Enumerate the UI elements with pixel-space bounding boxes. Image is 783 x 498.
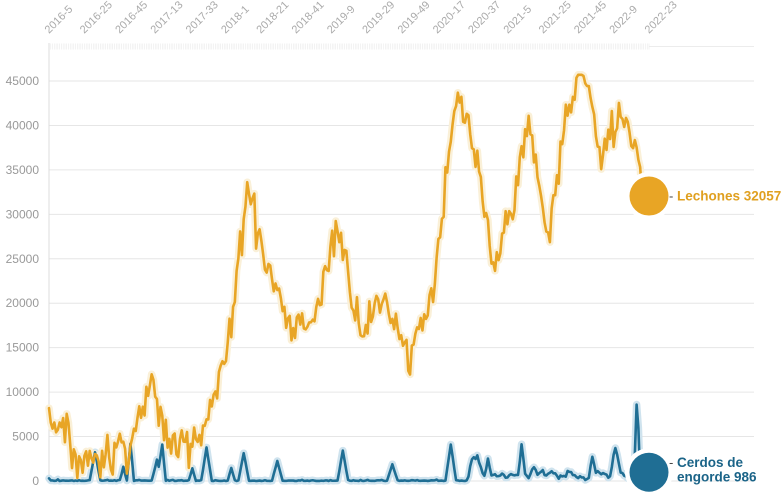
svg-text:2022-9: 2022-9 [607,3,640,36]
svg-text:2022-23: 2022-23 [643,0,680,36]
svg-text:-: - [669,455,673,470]
svg-text:30000: 30000 [6,207,40,221]
svg-text:2019-29: 2019-29 [360,0,397,36]
svg-text:2021-25: 2021-25 [537,0,574,36]
svg-text:2021-45: 2021-45 [572,0,609,36]
svg-text:25000: 25000 [6,252,40,266]
svg-text:10000: 10000 [6,385,40,399]
svg-text:15000: 15000 [6,341,40,355]
svg-text:Lechones 32057: Lechones 32057 [677,189,781,204]
svg-text:2016-5: 2016-5 [43,3,76,36]
svg-text:5000: 5000 [12,430,39,444]
svg-text:20000: 20000 [6,296,40,310]
svg-text:2020-37: 2020-37 [466,0,503,36]
svg-text:2017-13: 2017-13 [149,0,186,36]
svg-text:35000: 35000 [6,163,40,177]
svg-text:40000: 40000 [6,118,40,132]
svg-text:45000: 45000 [6,74,40,88]
svg-text:0: 0 [32,474,39,488]
svg-text:2016-25: 2016-25 [78,0,115,36]
svg-text:Cerdos de: Cerdos de [677,455,744,470]
svg-text:2018-21: 2018-21 [254,0,291,36]
svg-text:2019-49: 2019-49 [396,0,433,36]
svg-text:2021-5: 2021-5 [501,3,534,36]
svg-text:engorde 986: engorde 986 [677,470,757,485]
svg-text:2020-17: 2020-17 [431,0,468,36]
svg-text:2018-41: 2018-41 [290,0,327,36]
svg-text:2016-45: 2016-45 [113,0,150,36]
svg-text:2019-9: 2019-9 [325,3,358,36]
svg-text:2018-1: 2018-1 [219,3,252,36]
svg-text:-: - [669,189,673,204]
svg-text:2017-33: 2017-33 [184,0,221,36]
